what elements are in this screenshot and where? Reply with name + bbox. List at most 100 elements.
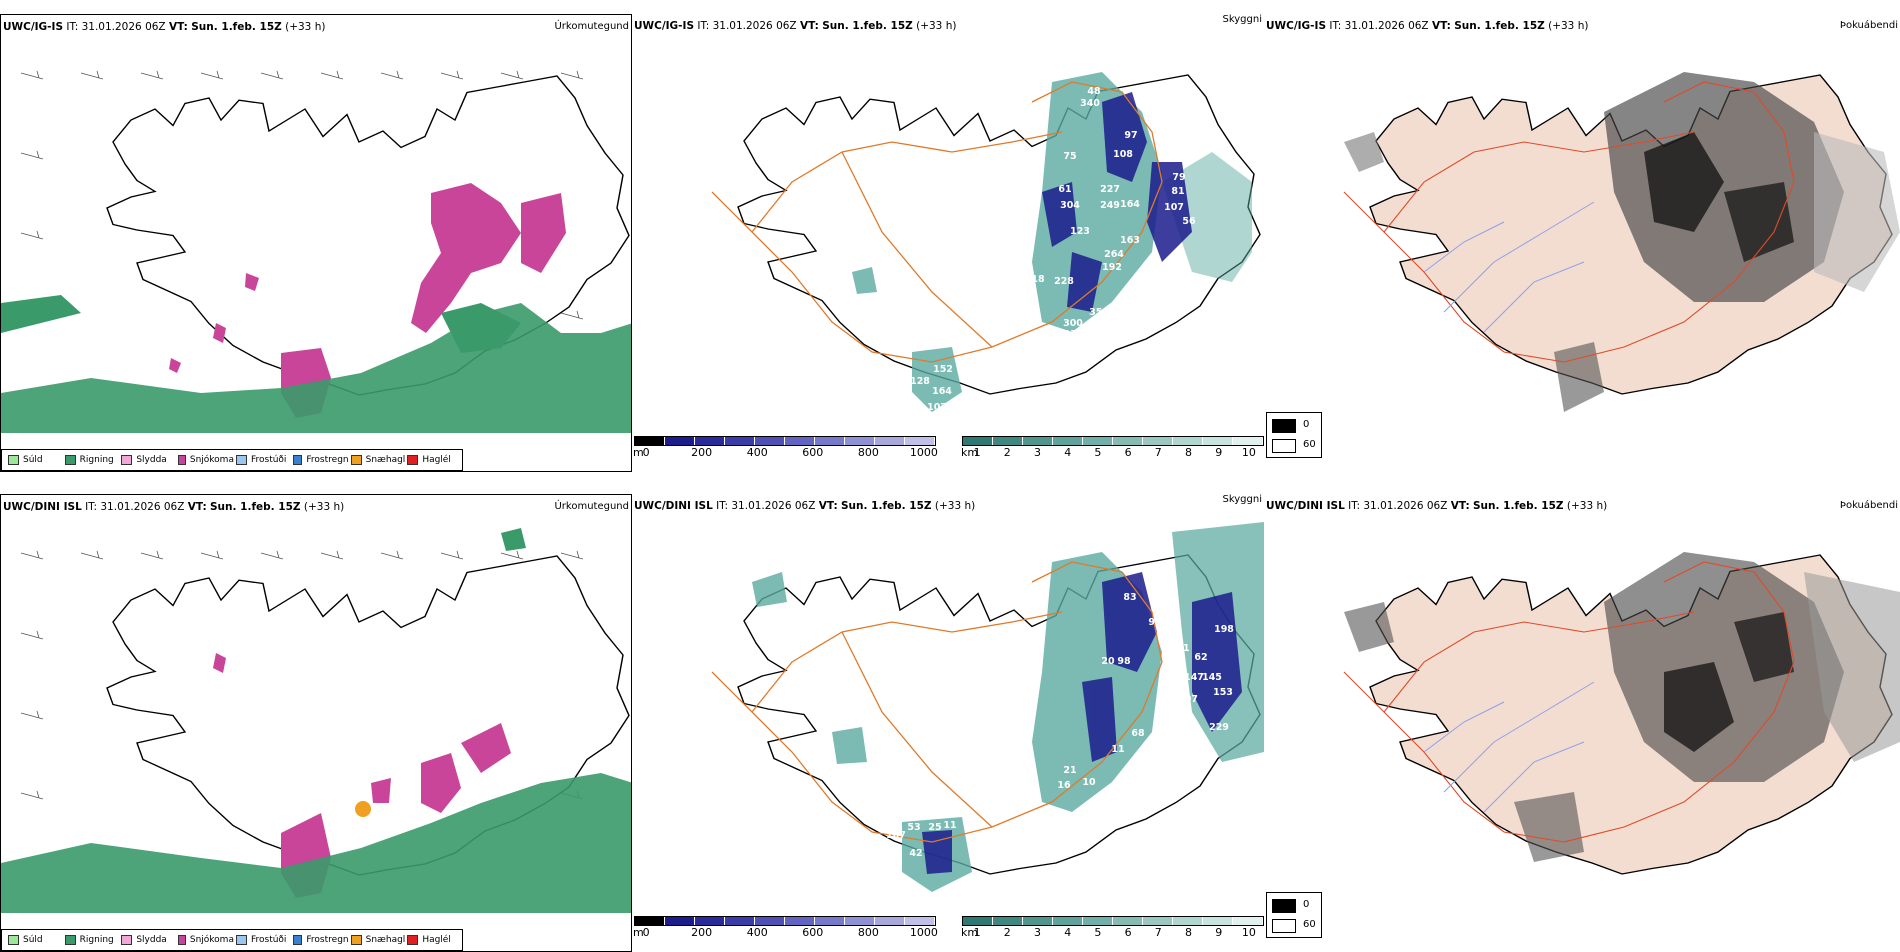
- fog-shading: [1344, 72, 1900, 412]
- colorbar-cell: [1203, 437, 1233, 445]
- fog-panel-row1: UWC/IG-IS IT: 31.01.2026 06Z VT: Sun. 1.…: [1264, 14, 1900, 472]
- svg-text:304: 304: [1060, 200, 1080, 211]
- visibility-map: 83 96 198 61 62 20 98 147 145 153 107 50…: [711, 522, 1264, 892]
- legend-item: Frostregn: [292, 935, 349, 945]
- colorbar-cell: [1233, 917, 1263, 925]
- colorbar-cell: [1233, 437, 1263, 445]
- colorbar-tick: 4: [1064, 446, 1072, 459]
- svg-text:62: 62: [1194, 652, 1207, 663]
- svg-text:61: 61: [1058, 184, 1071, 195]
- colorbar-tick: 8: [1185, 926, 1192, 939]
- svg-text:170: 170: [1139, 278, 1159, 289]
- svg-text:228: 228: [1054, 276, 1074, 287]
- colorbar-tick: 4: [1064, 926, 1072, 939]
- svg-text:42: 42: [909, 848, 922, 859]
- svg-text:163: 163: [1120, 235, 1140, 246]
- colorbar-cell: [963, 437, 993, 445]
- svg-text:107: 107: [1164, 202, 1184, 213]
- roads: [711, 81, 1163, 363]
- svg-text:16: 16: [1057, 780, 1071, 791]
- svg-text:198: 198: [1214, 624, 1234, 635]
- roads: [711, 561, 1163, 843]
- colorbar-tick: 600: [802, 446, 824, 459]
- legend-item: Rigning: [64, 935, 120, 945]
- colorbar-cell: [1113, 437, 1143, 445]
- svg-text:164: 164: [1120, 199, 1140, 210]
- roads: [1343, 561, 1795, 843]
- precip-map: [1, 528, 631, 913]
- panel-title: Skyggni: [1222, 494, 1262, 505]
- panel-header: UWC/IG-IS IT: 31.01.2026 06Z VT: Sun. 1.…: [634, 14, 1262, 32]
- panel-header: UWC/DINI ISL IT: 31.01.2026 06Z VT: Sun.…: [634, 494, 1262, 512]
- precip-type-panel-row1: UWC/IG-IS IT: 31.01.2026 06Z VT: Sun. 1.…: [0, 14, 632, 472]
- colorbar-cell: [665, 917, 695, 925]
- colorbar-cell: [875, 437, 905, 445]
- colorbar-tick: 1: [973, 926, 981, 939]
- colorbar-cell: [785, 917, 815, 925]
- model-name: UWC/DINI ISL: [3, 501, 82, 513]
- colorbar-tick: 8: [1185, 446, 1192, 459]
- colorbar-tick: 7: [1154, 446, 1162, 459]
- svg-text:18: 18: [1031, 274, 1045, 285]
- colorbar-cell: [755, 437, 785, 445]
- svg-text:354: 354: [1089, 307, 1109, 318]
- colorbar-cell: [1113, 917, 1143, 925]
- colorbar-cell: [1023, 917, 1053, 925]
- colorbar-cell: [993, 917, 1023, 925]
- svg-text:264: 264: [1104, 249, 1124, 260]
- fog-legend-row2: 0 60: [1266, 892, 1322, 938]
- colorbar-cell: [815, 437, 845, 445]
- svg-text:145: 145: [1202, 672, 1222, 683]
- colorbar-cell: [1083, 437, 1113, 445]
- legend-item: Snæhagl: [350, 455, 405, 465]
- colorbar-cell: [815, 917, 845, 925]
- svg-text:318: 318: [1058, 348, 1078, 359]
- legend-item: Slydda: [121, 455, 176, 465]
- colorbar-cell: [1203, 917, 1233, 925]
- rain-areas: [1, 528, 631, 913]
- fog-map: [1343, 552, 1900, 875]
- legend-item: Súld: [8, 935, 63, 945]
- svg-text:229: 229: [1209, 722, 1229, 733]
- colorbar-cell: [725, 437, 755, 445]
- legend-item: Snjókoma: [177, 935, 234, 945]
- panel-title: Þokuábendi: [1839, 20, 1898, 31]
- fog-legend-row1: 0 60: [1266, 412, 1322, 458]
- legend-item: Frostúði: [235, 935, 291, 945]
- svg-text:97: 97: [1124, 130, 1137, 141]
- panel-header: UWC/IG-IS IT: 31.01.2026 06Z VT: Sun. 1.…: [3, 21, 629, 33]
- svg-text:20: 20: [1101, 656, 1115, 667]
- svg-text:123: 123: [1070, 226, 1090, 237]
- precip-type-panel-row2: UWC/DINI ISL IT: 31.01.2026 06Z VT: Sun.…: [0, 494, 632, 952]
- colorbar-tick: 10: [1241, 926, 1256, 939]
- svg-text:10: 10: [1082, 777, 1096, 788]
- snow-pellet-area: [355, 801, 371, 817]
- colorbar-cell: [1143, 917, 1173, 925]
- svg-text:107: 107: [927, 402, 947, 413]
- svg-text:128: 128: [910, 376, 930, 387]
- colorbar-tick: 3: [1034, 926, 1041, 939]
- rivers: [1423, 681, 1595, 813]
- colorbar-cell: [755, 917, 785, 925]
- svg-text:340: 340: [1080, 98, 1100, 109]
- svg-text:25: 25: [928, 822, 941, 833]
- panel-title: Skyggni: [1222, 14, 1262, 25]
- vis-value-labels: 48 340 97 108 75 79 81 61 304 249 164 22…: [910, 86, 1196, 413]
- rivers: [1423, 201, 1595, 333]
- fog-map: [1343, 72, 1900, 412]
- svg-text:33: 33: [1063, 329, 1076, 340]
- svg-text:300: 300: [1063, 318, 1083, 329]
- svg-text:50: 50: [1168, 708, 1182, 719]
- svg-text:164: 164: [932, 386, 952, 397]
- panel-title: Úrkomutegund: [554, 501, 629, 512]
- colorbar-cell: [695, 917, 725, 925]
- model-name: UWC/IG-IS: [634, 20, 695, 32]
- svg-text:108: 108: [1113, 149, 1133, 160]
- colorbar-tick: 9: [1215, 926, 1223, 939]
- colorbar-cell: [1173, 917, 1203, 925]
- colorbar-cell: [845, 917, 875, 925]
- colorbar-cell: [875, 917, 905, 925]
- fog-shading: [1344, 552, 1900, 862]
- colorbar-tick: 800: [857, 926, 879, 939]
- colorbar-cell: [1023, 437, 1053, 445]
